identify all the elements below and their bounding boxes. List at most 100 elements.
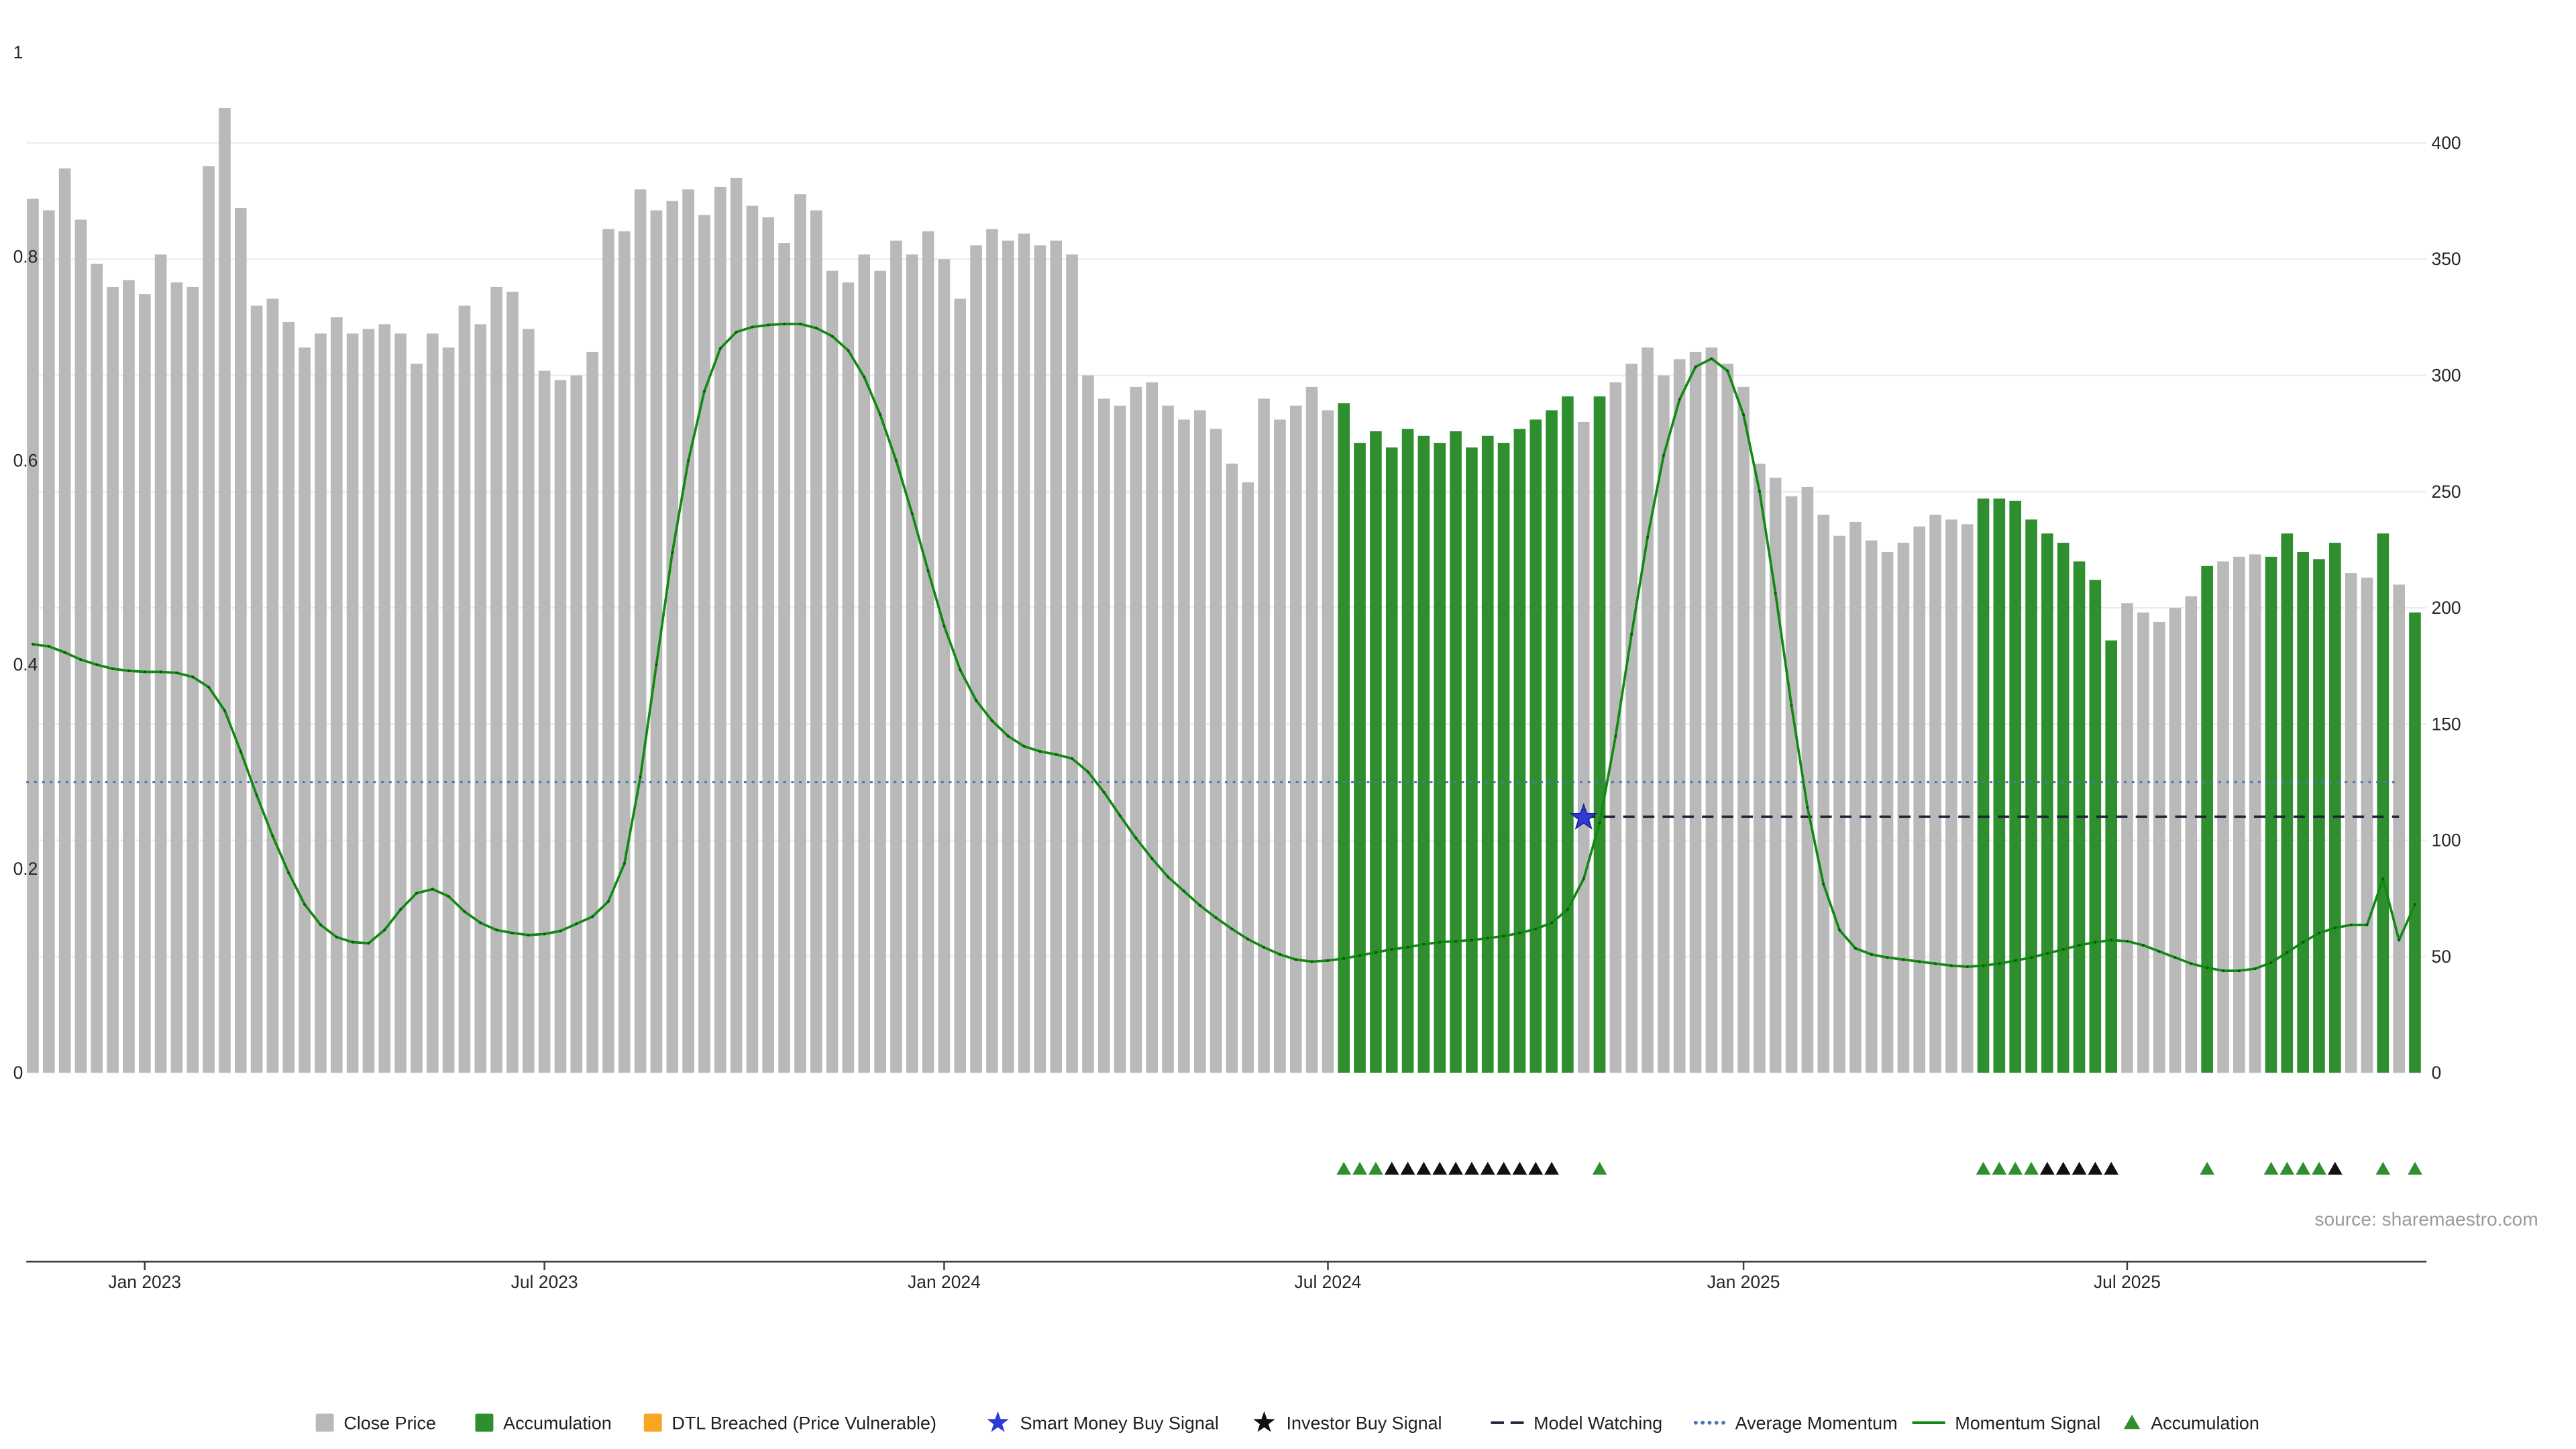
- momentum-point: [479, 921, 482, 924]
- close-price-bar: [1673, 359, 1686, 1073]
- close-price-bar: [1162, 405, 1174, 1073]
- close-price-bar: [1737, 386, 1750, 1073]
- momentum-point: [926, 569, 930, 573]
- momentum-point: [830, 335, 834, 338]
- close-price-bar: [2345, 573, 2357, 1073]
- close-price-bar: [1658, 375, 1670, 1073]
- close-price-bar: [1002, 240, 1014, 1073]
- momentum-point: [1822, 882, 1825, 885]
- close-price-bar: [2233, 556, 2245, 1073]
- momentum-point: [1055, 753, 1058, 756]
- momentum-point: [1774, 592, 1777, 595]
- close-price-bar: [1193, 410, 1206, 1073]
- accumulation-triangle-icon: [1352, 1161, 1367, 1175]
- momentum-point: [95, 663, 99, 666]
- momentum-point: [718, 347, 722, 350]
- accumulation-bar: [2105, 640, 2117, 1073]
- momentum-point: [2349, 923, 2353, 926]
- accumulation-bar: [2297, 551, 2309, 1073]
- momentum-point: [143, 670, 146, 674]
- accumulation-bar: [1370, 431, 1382, 1073]
- momentum-point: [207, 686, 211, 689]
- close-price-bar: [250, 305, 263, 1073]
- close-price-bar: [826, 270, 839, 1073]
- close-price-bar: [2153, 621, 2165, 1073]
- accumulation-triangle-icon: [2312, 1161, 2326, 1175]
- momentum-point: [814, 326, 818, 330]
- momentum-point: [798, 322, 802, 325]
- close-price-bar: [411, 364, 423, 1073]
- close-price-bar: [362, 329, 375, 1073]
- momentum-point: [2029, 956, 2033, 959]
- momentum-point: [175, 671, 178, 675]
- momentum-point: [943, 624, 946, 628]
- momentum-point: [2286, 951, 2289, 954]
- accumulation-triangle-icon: [1336, 1161, 1352, 1175]
- close-price-bar: [650, 210, 663, 1073]
- momentum-point: [2365, 923, 2369, 926]
- x-tick-label: Jul 2024: [1295, 1272, 1362, 1292]
- legend-label: Accumulation: [2151, 1413, 2259, 1433]
- close-price-bar: [554, 380, 567, 1073]
- accumulation-bar: [2409, 612, 2421, 1073]
- close-price-bar: [970, 245, 982, 1073]
- momentum-point: [2206, 966, 2209, 969]
- accumulation-bar: [2281, 533, 2294, 1073]
- x-tick-label: Jan 2023: [108, 1272, 181, 1292]
- right-tick-label: 250: [2431, 482, 2461, 502]
- momentum-point: [1998, 962, 2001, 965]
- legend-item: DTL Breached (Price Vulnerable): [643, 1413, 936, 1433]
- accumulation-bar: [2025, 519, 2037, 1073]
- momentum-point: [1534, 927, 1538, 930]
- close-price-bar: [1849, 521, 1862, 1073]
- close-price-bar: [522, 329, 535, 1073]
- accumulation-triangle-icon: [1992, 1161, 2007, 1175]
- investor-buy-triangle-icon: [2104, 1161, 2118, 1175]
- momentum-point: [2141, 944, 2145, 947]
- close-price-bar: [1785, 496, 1798, 1073]
- investor-buy-triangle-icon: [2072, 1161, 2087, 1175]
- close-price-bar: [1289, 405, 1302, 1073]
- left-tick-label: 0.4: [13, 655, 38, 675]
- investor-buy-triangle-icon: [2088, 1161, 2103, 1175]
- accumulation-bar: [2329, 543, 2341, 1073]
- legend-swatch-dot: [1701, 1420, 1705, 1425]
- accumulation-bar: [1401, 429, 1414, 1073]
- close-price-bar: [1130, 386, 1142, 1073]
- momentum-point: [671, 551, 674, 554]
- close-price-bar: [778, 243, 790, 1073]
- x-tick-label: Jul 2023: [511, 1272, 578, 1292]
- legend-label: Investor Buy Signal: [1287, 1413, 1442, 1433]
- close-price-bar: [794, 194, 806, 1073]
- momentum-point: [2014, 959, 2017, 962]
- accumulation-triangle-icon: [1976, 1161, 1991, 1175]
- close-price-bar: [1210, 429, 1222, 1073]
- momentum-point: [1694, 365, 1697, 368]
- accumulation-bar: [2089, 580, 2102, 1073]
- investor-buy-triangle-icon: [2055, 1161, 2071, 1175]
- momentum-point: [191, 676, 195, 679]
- momentum-point: [1870, 953, 1873, 956]
- momentum-point: [1566, 908, 1569, 911]
- close-price-bar: [922, 231, 934, 1073]
- close-price-bar: [538, 370, 551, 1073]
- legend-label: Average Momentum: [1735, 1413, 1898, 1433]
- smart-money-buy-signal-group: [1569, 802, 1598, 830]
- close-price-bar: [586, 352, 598, 1073]
- buy-signal-markers: [1336, 1161, 2422, 1175]
- close-price-bar: [938, 259, 951, 1073]
- close-price-bar: [1945, 519, 1957, 1073]
- legend-item: Momentum Signal: [1912, 1413, 2100, 1433]
- momentum-point: [1422, 943, 1426, 946]
- momentum-point: [1406, 946, 1409, 949]
- momentum-point: [431, 888, 434, 891]
- momentum-point: [2110, 938, 2113, 942]
- close-price-bar: [2361, 578, 2373, 1073]
- accumulation-bar: [2201, 566, 2213, 1073]
- momentum-point: [319, 923, 323, 926]
- close-price-bar: [1274, 419, 1286, 1073]
- momentum-point: [575, 922, 578, 926]
- momentum-point: [1933, 962, 1937, 965]
- momentum-point: [910, 512, 914, 515]
